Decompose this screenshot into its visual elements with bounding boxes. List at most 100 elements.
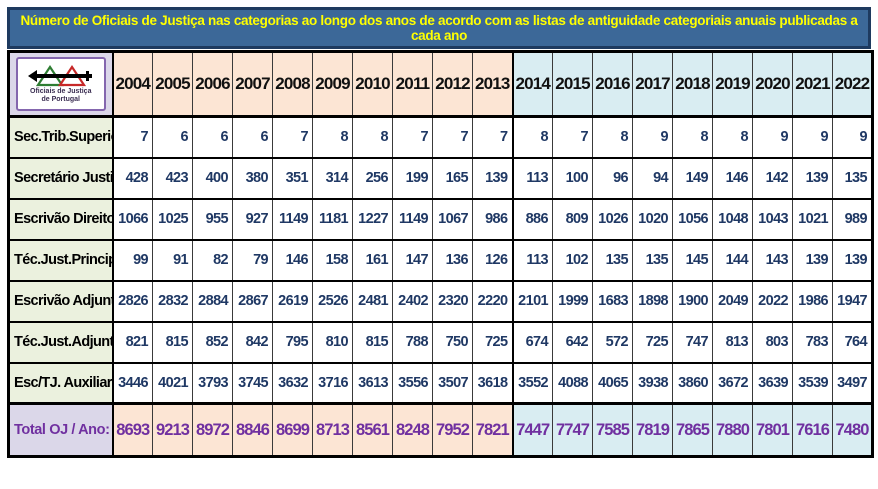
cell-t-c-just-principal-2004: 99: [112, 238, 153, 282]
cell-esc-tj-auxiliares-2019: 3672: [712, 361, 753, 405]
cell-escriv-o-adjunto-2011: 2402: [392, 279, 433, 323]
row-label-sec-trib-superior: Sec.Trib.Superior: [8, 115, 114, 159]
cell-t-c-just-principal-2019: 144: [712, 238, 753, 282]
total-cell-2006: 8972: [192, 402, 233, 457]
year-header-2020: 2020: [752, 51, 793, 118]
category-row-esc-tj-auxiliares: Esc/TJ. Auxiliares3446402137933745363237…: [8, 361, 873, 405]
cell-sec-trib-superior-2018: 8: [672, 115, 713, 159]
cell-escriv-o-direito-2022: 989: [832, 197, 873, 241]
cell-sec-trib-superior-2016: 8: [592, 115, 633, 159]
cell-secret-rio-justi-a-2020: 142: [752, 156, 793, 200]
page: Número de Oficiais de Justiça nas catego…: [7, 7, 874, 458]
cell-escriv-o-direito-2010: 1227: [352, 197, 393, 241]
cell-t-c-just-principal-2010: 161: [352, 238, 393, 282]
cell-t-c-just-adjunto-2022: 764: [832, 320, 873, 364]
justice-emblem-icon: [27, 64, 92, 87]
cell-escriv-o-adjunto-2010: 2481: [352, 279, 393, 323]
cell-t-c-just-adjunto-2006: 852: [192, 320, 233, 364]
cell-sec-trib-superior-2017: 9: [632, 115, 673, 159]
cell-t-c-just-principal-2005: 91: [152, 238, 193, 282]
cell-t-c-just-principal-2012: 136: [432, 238, 473, 282]
cell-esc-tj-auxiliares-2005: 4021: [152, 361, 193, 405]
cell-escriv-o-adjunto-2006: 2884: [192, 279, 233, 323]
total-cell-2020: 7801: [752, 402, 793, 457]
total-cell-2018: 7865: [672, 402, 713, 457]
cell-t-c-just-adjunto-2011: 788: [392, 320, 433, 364]
cell-secret-rio-justi-a-2013: 139: [472, 156, 513, 200]
cell-escriv-o-direito-2013: 986: [472, 197, 513, 241]
cell-esc-tj-auxiliares-2009: 3716: [312, 361, 353, 405]
cell-t-c-just-adjunto-2019: 813: [712, 320, 753, 364]
cell-t-c-just-adjunto-2010: 815: [352, 320, 393, 364]
cell-secret-rio-justi-a-2019: 146: [712, 156, 753, 200]
cell-t-c-just-adjunto-2015: 642: [552, 320, 593, 364]
year-header-2014: 2014: [511, 51, 553, 118]
category-row-secret-rio-justi-a: Secretário Justiça4284234003803513142561…: [8, 156, 873, 200]
year-header-2022: 2022: [832, 51, 873, 118]
row-label-t-c-just-principal: Téc.Just.Principal: [8, 238, 114, 282]
year-header-2004: 2004: [112, 51, 153, 118]
cell-sec-trib-superior-2019: 8: [712, 115, 753, 159]
category-row-t-c-just-principal: Téc.Just.Principal9991827914615816114713…: [8, 238, 873, 282]
cell-esc-tj-auxiliares-2016: 4065: [592, 361, 633, 405]
cell-t-c-just-adjunto-2014: 674: [511, 320, 553, 364]
cell-escriv-o-direito-2006: 955: [192, 197, 233, 241]
cell-t-c-just-principal-2015: 102: [552, 238, 593, 282]
total-cell-2021: 7616: [792, 402, 833, 457]
officials-by-year-table: Oficiais de Justiça de Portugal 2004 2005…: [7, 50, 874, 458]
cell-escriv-o-adjunto-2022: 1947: [832, 279, 873, 323]
cell-escriv-o-adjunto-2008: 2619: [272, 279, 313, 323]
cell-escriv-o-adjunto-2018: 1900: [672, 279, 713, 323]
total-row: Total OJ / Ano: 8693 9213 8972 8846 8699 8713 8…: [8, 402, 873, 457]
row-label-secret-rio-justi-a: Secretário Justiça: [8, 156, 114, 200]
row-label-escriv-o-adjunto: Escrivão Adjunto: [8, 279, 114, 323]
cell-escriv-o-direito-2015: 809: [552, 197, 593, 241]
cell-esc-tj-auxiliares-2017: 3938: [632, 361, 673, 405]
cell-esc-tj-auxiliares-2022: 3497: [832, 361, 873, 405]
year-header-2018: 2018: [672, 51, 713, 118]
year-header-2015: 2015: [552, 51, 593, 118]
cell-sec-trib-superior-2022: 9: [832, 115, 873, 159]
cell-t-c-just-adjunto-2005: 815: [152, 320, 193, 364]
cell-escriv-o-direito-2005: 1025: [152, 197, 193, 241]
year-header-2013: 2013: [472, 51, 513, 118]
cell-sec-trib-superior-2005: 6: [152, 115, 193, 159]
cell-escriv-o-adjunto-2014: 2101: [511, 279, 553, 323]
cell-sec-trib-superior-2021: 9: [792, 115, 833, 159]
cell-secret-rio-justi-a-2008: 351: [272, 156, 313, 200]
total-cell-2008: 8699: [272, 402, 313, 457]
total-cell-2013: 7821: [472, 402, 513, 457]
cell-secret-rio-justi-a-2006: 400: [192, 156, 233, 200]
category-row-sec-trib-superior: Sec.Trib.Superior7666788777878988999: [8, 115, 873, 159]
cell-escriv-o-direito-2019: 1048: [712, 197, 753, 241]
cell-esc-tj-auxiliares-2018: 3860: [672, 361, 713, 405]
cell-esc-tj-auxiliares-2004: 3446: [112, 361, 153, 405]
cell-t-c-just-principal-2007: 79: [232, 238, 273, 282]
cell-escriv-o-direito-2007: 927: [232, 197, 273, 241]
cell-secret-rio-justi-a-2018: 149: [672, 156, 713, 200]
total-cell-2019: 7880: [712, 402, 753, 457]
row-label-t-c-just-adjunto: Téc.Just.Adjunto: [8, 320, 114, 364]
year-header-2012: 2012: [432, 51, 473, 118]
category-row-t-c-just-adjunto: Téc.Just.Adjunto 821 815 852 842 795 810 815 788…: [8, 320, 873, 364]
total-cell-2011: 8248: [392, 402, 433, 457]
cell-sec-trib-superior-2009: 8: [312, 115, 353, 159]
cell-escriv-o-adjunto-2016: 1683: [592, 279, 633, 323]
cell-esc-tj-auxiliares-2007: 3745: [232, 361, 273, 405]
cell-sec-trib-superior-2015: 7: [552, 115, 593, 159]
cell-secret-rio-justi-a-2021: 139: [792, 156, 833, 200]
cell-t-c-just-adjunto-2007: 842: [232, 320, 273, 364]
cell-escriv-o-direito-2016: 1026: [592, 197, 633, 241]
cell-esc-tj-auxiliares-2006: 3793: [192, 361, 233, 405]
cell-t-c-just-adjunto-2009: 810: [312, 320, 353, 364]
year-header-2010: 2010: [352, 51, 393, 118]
cell-sec-trib-superior-2011: 7: [392, 115, 433, 159]
cell-t-c-just-principal-2013: 126: [472, 238, 513, 282]
cell-t-c-just-principal-2021: 139: [792, 238, 833, 282]
cell-t-c-just-principal-2011: 147: [392, 238, 433, 282]
total-cell-2009: 8713: [312, 402, 353, 457]
cell-escriv-o-adjunto-2020: 2022: [752, 279, 793, 323]
cell-escriv-o-adjunto-2021: 1986: [792, 279, 833, 323]
year-header-2009: 2009: [312, 51, 353, 118]
cell-t-c-just-adjunto-2008: 795: [272, 320, 313, 364]
